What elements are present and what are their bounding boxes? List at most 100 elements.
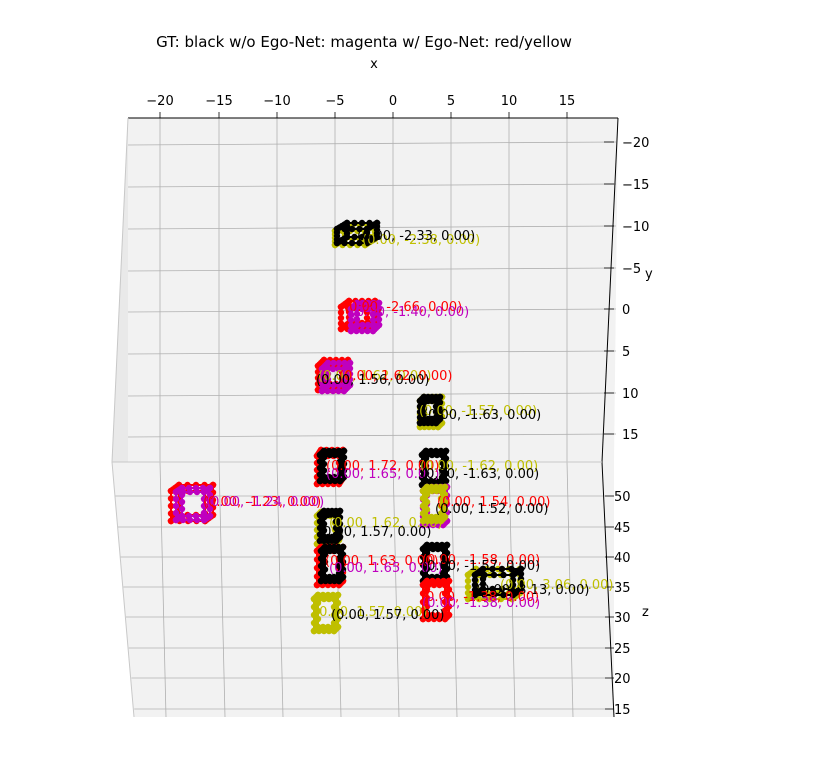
box-yellow-14 — [310, 591, 342, 635]
grid-x-floor — [159, 461, 167, 718]
box-point — [340, 376, 348, 384]
x-tick-label: 5 — [447, 94, 455, 109]
left-edge — [111, 117, 129, 463]
box-point — [329, 365, 337, 373]
box-yellow-8 — [419, 483, 449, 525]
box-point — [324, 365, 332, 372]
box-point — [320, 514, 328, 521]
box-point — [423, 513, 431, 521]
box-point — [340, 447, 348, 455]
grid-y-back — [127, 350, 617, 355]
box-gt-10 — [317, 543, 347, 585]
box-point — [346, 359, 354, 367]
box-point — [320, 533, 328, 541]
box-point — [434, 611, 442, 619]
annotation-label: (0.00, -2.38, 0.00) — [362, 233, 480, 248]
grid-x-floor — [392, 461, 400, 718]
grid-y-back — [127, 183, 617, 188]
box-point — [348, 239, 356, 247]
box-point — [375, 299, 383, 307]
box-point — [422, 477, 430, 485]
box-point — [320, 473, 328, 481]
box-point — [200, 502, 208, 510]
box-point — [335, 365, 342, 373]
box-point — [319, 591, 327, 599]
annotation-label: (0.00, -1.57, 0.00) — [419, 404, 537, 419]
annotation-label: (0.00, -1.40, 0.00) — [351, 305, 469, 320]
box-point — [358, 219, 366, 227]
z-axis-label: z — [642, 605, 649, 620]
box-point — [336, 520, 344, 528]
box-point — [336, 507, 344, 515]
box-point — [432, 447, 440, 455]
grid-y-back — [127, 433, 617, 438]
box-point — [433, 541, 441, 549]
box-point — [419, 598, 427, 606]
annotation-label: (0.00, -2.33, 0.00) — [357, 229, 475, 244]
box-point — [486, 595, 494, 603]
box-point — [335, 381, 343, 389]
box-point — [206, 498, 214, 506]
box-point — [320, 447, 328, 455]
box-point — [346, 370, 354, 378]
box-point — [320, 520, 328, 528]
box-gt-1 — [333, 219, 381, 247]
grid-y-back — [127, 392, 617, 397]
y-tick-label: −15 — [622, 178, 649, 193]
box-point — [419, 607, 427, 614]
box-point — [346, 376, 354, 383]
box-point — [330, 447, 338, 455]
box-point — [334, 591, 342, 599]
box-point — [359, 299, 366, 307]
annotation-label: (0.00, -1.63, 0.00) — [421, 467, 539, 482]
grid-lines — [115, 118, 617, 718]
box-point — [441, 498, 449, 506]
z-tick-label: 45 — [614, 521, 631, 536]
box-point — [508, 585, 515, 593]
annotation-label: (0.00, -1.63, 0.00) — [423, 408, 541, 423]
box-point — [420, 415, 428, 423]
y-tick-label: 5 — [622, 345, 630, 360]
grid-x-floor — [218, 461, 226, 718]
box-point — [419, 590, 427, 597]
box-point — [206, 491, 214, 499]
box-point — [321, 543, 329, 551]
box-point — [178, 505, 186, 513]
box-point — [318, 365, 326, 373]
box-point — [369, 316, 377, 324]
y-tick-label: 15 — [622, 428, 639, 443]
annotation-label: (0.00, 1.72, 0.00) — [326, 459, 440, 474]
box-point — [321, 558, 329, 566]
box-point — [314, 623, 322, 631]
y-tick-label: 10 — [622, 387, 639, 402]
box-point — [325, 473, 333, 481]
tick-labels: −20 −15 −10 −5 0 5 10 15 −20 −15 −10 −5 0 5 10 15 50 45 40… — [146, 94, 649, 718]
box-point — [432, 477, 440, 485]
box-point — [423, 483, 431, 491]
annotation-label: (0.00, -1.57, 0.00) — [422, 559, 540, 574]
x-tick-label: −20 — [146, 94, 173, 109]
box-point — [310, 611, 318, 619]
box-point — [436, 410, 444, 417]
box-point — [445, 594, 453, 602]
box-point — [422, 455, 430, 462]
box-point — [320, 454, 328, 461]
box-point — [500, 571, 507, 579]
box-point — [479, 575, 487, 583]
box-point — [423, 565, 431, 573]
box-point — [442, 470, 450, 477]
grid-x-floor — [450, 461, 458, 718]
box-point — [326, 543, 333, 551]
box-point — [347, 305, 355, 313]
box-point — [324, 623, 332, 631]
box-point — [324, 370, 332, 378]
box-point — [351, 219, 358, 227]
box-point — [427, 447, 435, 455]
box-point — [423, 498, 431, 506]
box-point — [167, 502, 175, 510]
box-point — [373, 233, 381, 241]
box-point — [330, 573, 338, 581]
box-point — [428, 513, 435, 521]
box-point — [441, 506, 449, 513]
